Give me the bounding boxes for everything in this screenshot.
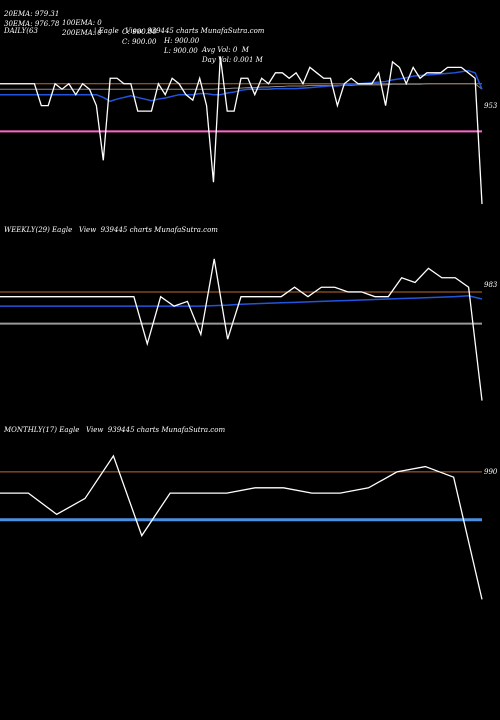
monthly-panel: 990: [0, 454, 498, 600]
weekly-tick-label: 983: [484, 281, 498, 289]
monthly-tick-label: 990: [484, 468, 498, 476]
ema30-value: 30EMA: 976.78: [4, 20, 60, 28]
high-value: H: 900.00: [164, 37, 200, 45]
daily-tick-label: 953: [484, 102, 498, 110]
close-value: C: 900.00: [122, 38, 157, 46]
monthly-price-series: [0, 454, 483, 600]
monthly-label: MONTHLY(17) Eagle View 939445 charts Mun…: [4, 426, 226, 434]
weekly-price-series: [0, 258, 483, 401]
daily-ema-short-series: [0, 69, 483, 103]
daily-label: DAILY(63: [4, 27, 38, 35]
low-value: L: 900.00: [164, 47, 198, 55]
weekly-panel: 983: [0, 258, 498, 401]
header-row-2: 30EMA: 976.78 200EMA: 0 C: 900.00 L: 900…: [4, 11, 263, 65]
weekly-label: WEEKLY(29) Eagle View 939445 charts Muna…: [4, 226, 218, 234]
daily-price-series: [0, 56, 483, 205]
open-value: O: 900.00: [122, 28, 157, 36]
daily-panel: 953: [0, 56, 498, 205]
daily-ema-long-series: [0, 83, 483, 90]
daily-title: | Eagle View 939445 charts MunafaSutra.c…: [94, 27, 265, 35]
header-row-1: 20EMA: 979.31 100EMA: 0 O: 900.00 H: 900…: [4, 1, 249, 55]
ema200-value: 200EMA: 0: [62, 29, 102, 37]
weekly-ema-short-series: [0, 294, 483, 307]
day-vol-value: Day Vol: 0.001 M: [202, 56, 263, 64]
avg-vol-value: Avg Vol: 0 M: [202, 46, 249, 54]
ema100-value: 100EMA: 0: [62, 19, 102, 27]
ema20-value: 20EMA: 979.31: [4, 10, 60, 18]
